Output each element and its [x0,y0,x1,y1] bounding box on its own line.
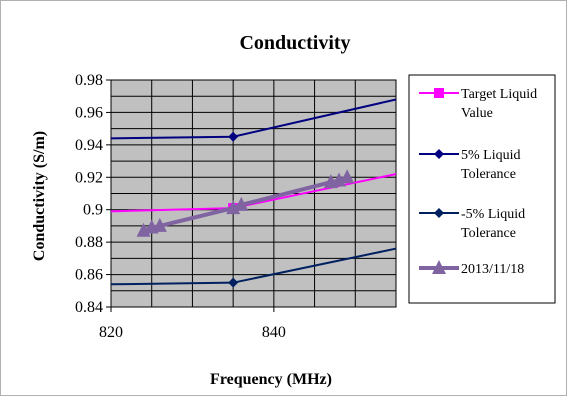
y-tick-label: 0.92 [75,169,103,186]
series-point-2 [228,131,239,142]
y-tick-label: 0.9 [83,202,103,219]
y-tick-label: 0.98 [75,72,103,89]
y-axis-title: Conductivity (S/m) [31,131,48,261]
legend-box [408,74,556,304]
legend-label-1: Value [461,106,493,121]
legend-marker-2 [434,149,444,159]
x-tick-label: 820 [99,324,123,341]
plot-border [110,79,397,308]
y-tick-label: 0.86 [75,267,103,284]
series-point-4 [234,196,249,211]
plot-area [106,79,397,312]
legend-label-3: Tolerance [461,226,516,241]
series-point-4 [152,217,167,232]
y-tick-label: 0.94 [75,137,103,154]
legend-marker-3 [434,208,444,218]
series-point-3 [228,277,239,288]
chart-title: Conductivity [239,32,350,54]
legend: Target Liquid Value 5% Liquid Tolerance -5% … [408,74,556,304]
legend-label-2: Tolerance [461,167,516,182]
x-axis-title: Frequency (MHz) [210,371,332,388]
y-tick-label: 0.96 [75,104,103,121]
legend-marker-4 [432,260,446,274]
legend-label-4: 2013/11/18 [461,262,524,277]
legend-label-1: Target Liquid [461,87,537,102]
series-group [111,98,396,288]
y-tick-label: 0.88 [75,234,103,251]
legend-label-3: -5% Liquid [461,207,525,222]
series-point-4 [340,169,355,184]
x-tick-label: 840 [262,324,286,341]
y-tick-label: 0.84 [75,299,103,316]
legend-label-2: 5% Liquid [461,148,521,163]
legend-marker-1 [434,88,444,98]
